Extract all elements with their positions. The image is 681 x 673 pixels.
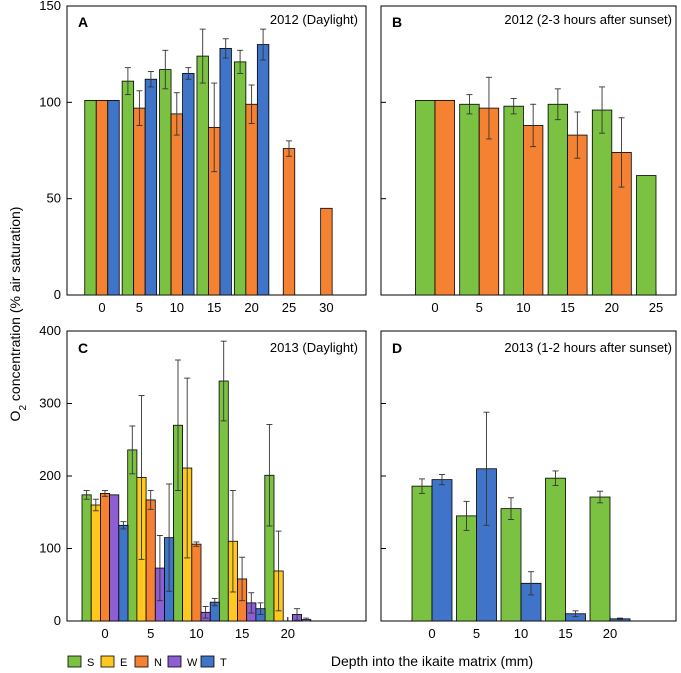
panel-d-title: 2013 (1-2 hours after sunset) (504, 340, 672, 355)
panel-c-ytick-label: 100 (39, 541, 61, 556)
panel-a-bar-n-25 (282, 148, 296, 296)
panel-b-bar-n-10 (523, 125, 544, 296)
panel-a-letter: A (78, 14, 88, 30)
legend-label-e: E (120, 657, 127, 669)
panel-c-title: 2013 (Daylight) (270, 340, 358, 355)
legend-label-s: S (87, 657, 94, 669)
panel-a-bar-t-0 (107, 100, 120, 296)
x-axis-title: Depth into the ikaite matrix (mm) (331, 653, 533, 669)
panel-d-bar-s-5 (456, 515, 477, 622)
panel-b-bar-s-5 (459, 103, 480, 296)
panel-c-ytick-label: 400 (39, 323, 61, 338)
panel-c-bar-s-5 (127, 449, 138, 622)
panel-b-xtick-label: 5 (476, 300, 483, 315)
panel-b-bar-n-15 (567, 134, 588, 296)
panel-c-letter: C (78, 340, 88, 356)
y-axis-title: O2 concentration (% air saturation) (7, 207, 29, 422)
panel-d-bar-s-15 (545, 477, 566, 622)
panel-c-ytick-label: 200 (39, 468, 61, 483)
panel-b-bar-s-20 (591, 109, 613, 296)
legend-label-n: N (154, 657, 162, 669)
panel-a-bar-s-0 (84, 100, 97, 296)
panel-a-bar-n-10 (170, 113, 183, 296)
panel-c-bar-n-5 (145, 499, 156, 622)
panel-b-xtick-label: 20 (605, 300, 619, 315)
panel-a-bar-n-5 (133, 107, 146, 296)
panel-c-ytick-label: 0 (54, 613, 61, 628)
legend-swatch-w (167, 655, 182, 668)
legend-label-w: W (187, 657, 198, 669)
panel-d-bar-s-20 (589, 496, 611, 622)
panel-c-xtick-label: 20 (281, 626, 295, 641)
panel-c-bar-s-0 (81, 494, 92, 622)
panel-b-bar-s-10 (503, 105, 524, 296)
panel-b-xtick-label: 10 (516, 300, 530, 315)
panel-d-bar-s-0 (411, 485, 433, 622)
panel-d-xtick-label: 10 (514, 626, 528, 641)
panel-a-xtick-label: 25 (282, 300, 296, 315)
panel-d-bar-t-0 (431, 479, 453, 622)
panel-a-bar-t-10 (182, 73, 195, 296)
panel-c-xtick-label: 15 (235, 626, 249, 641)
legend-swatch-e (100, 655, 115, 668)
panel-a-bar-n-30 (320, 207, 333, 296)
panel-a-bar-t-15 (219, 47, 232, 296)
panel-d-xtick-label: 20 (603, 626, 617, 641)
panel-d-xtick-label: 15 (558, 626, 572, 641)
panel-b-xtick-label: 0 (431, 300, 438, 315)
panel-c-xtick-label: 0 (101, 626, 108, 641)
panel-a-bar-s-10 (159, 69, 172, 296)
legend: S E N W T (67, 655, 227, 669)
panel-c-bar-e-0 (90, 504, 101, 622)
panel-b-xtick-label: 15 (560, 300, 574, 315)
panel-a-bar-s-15 (196, 55, 209, 296)
panel-a-ytick-label: 150 (39, 0, 61, 13)
panel-a-bar-n-20 (245, 103, 258, 296)
panel-b-bar-s-25 (636, 175, 657, 296)
panel-b-bar-s-0 (415, 100, 436, 296)
panel-d-letter: D (392, 340, 402, 356)
panel-c-ytick-label: 300 (39, 396, 61, 411)
panel-b-title: 2012 (2-3 hours after sunset) (504, 12, 672, 27)
legend-swatch-t (200, 655, 215, 668)
panel-a-ytick-label: 0 (54, 287, 61, 302)
panel-a-bar-t-5 (144, 78, 158, 296)
panel-b-letter: B (392, 14, 402, 30)
panel-c-bar-n-0 (100, 492, 111, 622)
panel-b-xtick-label: 25 (649, 300, 663, 315)
panel-a-bar-t-20 (256, 44, 270, 296)
panel-a-ytick-label: 100 (39, 94, 61, 109)
panel-c-bar-w-0 (109, 494, 120, 622)
legend-swatch-n (134, 655, 149, 668)
panel-a-xtick-label: 15 (207, 300, 221, 315)
panel-a-xtick-label: 0 (98, 300, 105, 315)
panel-a-xtick-label: 10 (170, 300, 184, 315)
panel-a-bar-n-0 (95, 100, 109, 296)
panel-a-bar-s-20 (233, 61, 247, 296)
panel-a-xtick-label: 30 (319, 300, 333, 315)
panel-c-xtick-label: 10 (189, 626, 203, 641)
panel-c-bar-t-0 (118, 524, 129, 622)
panel-c-bar-n-10 (191, 543, 202, 622)
panel-a-ytick-label: 50 (47, 191, 61, 206)
panel-c-xtick-label: 5 (147, 626, 154, 641)
panel-b-bar-n-0 (434, 100, 455, 296)
legend-swatch-s (67, 655, 82, 668)
panel-b-bar-s-15 (547, 103, 568, 296)
panel-a-title: 2012 (Daylight) (270, 12, 358, 27)
panel-d-xtick-label: 0 (428, 626, 435, 641)
panel-d-bar-s-10 (500, 508, 522, 622)
panel-a-xtick-label: 5 (136, 300, 143, 315)
legend-label-t: T (220, 657, 227, 669)
panel-a-bar-s-5 (121, 80, 135, 296)
panel-d-xtick-label: 5 (473, 626, 480, 641)
panel-a-xtick-label: 20 (244, 300, 258, 315)
